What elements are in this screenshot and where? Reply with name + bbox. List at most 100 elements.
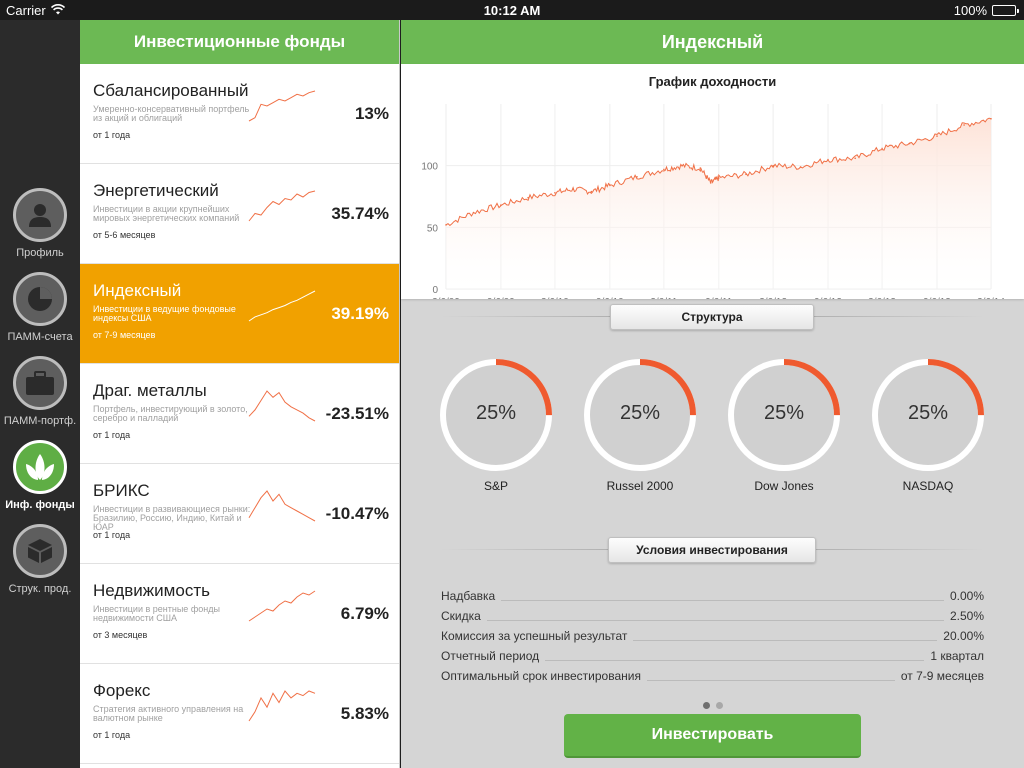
allocation-name: Russel 2000 (606, 479, 674, 493)
fund-term: от 7-9 месяцев (93, 330, 156, 340)
fund-sparkline (248, 690, 316, 722)
condition-row: Оптимальный срок инвестирования от 7-9 ме… (441, 666, 984, 686)
fund-item[interactable]: БРИКС Инвестиции в развивающиеся рынки: Б… (80, 464, 399, 564)
conditions-label: Условия инвестирования (608, 537, 816, 563)
clock: 10:12 AM (483, 3, 541, 18)
x-tick-label: 3/6/10 (541, 297, 569, 299)
yield-point (590, 190, 593, 193)
allocation-value: 25% (475, 402, 517, 424)
allocation-value: 25% (619, 402, 661, 424)
fund-term: от 1 года (93, 130, 131, 140)
fund-name: Драг. металлы (93, 381, 207, 400)
condition-row: Скидка 2.50% (441, 606, 984, 626)
yield-point (572, 188, 574, 190)
fund-return: 5.83% (340, 704, 389, 723)
fund-description: Инвестиции в акции крупнейших мировых эн… (93, 204, 240, 223)
nav-item-investment-funds[interactable]: Инф. фонды (0, 440, 80, 524)
yield-point (609, 184, 611, 187)
leader-line (486, 620, 944, 621)
allocation-ring: 25% S&P (436, 357, 556, 493)
allocation-name: NASDAQ (902, 479, 954, 493)
condition-value: от 7-9 месяцев (900, 669, 984, 683)
page-indicator[interactable] (401, 696, 1024, 714)
sparkline-path (248, 390, 316, 422)
condition-row: Комиссия за успешный результат 20.00% (441, 626, 984, 646)
yield-point (718, 177, 720, 179)
allocation-name: S&P (483, 479, 508, 493)
fund-item[interactable]: Драг. металлы Портфель, инвестирующий в з… (80, 364, 399, 464)
yield-point (636, 176, 638, 178)
fund-name: Сбалансированный (93, 81, 249, 100)
structure-section-header: Структура (401, 304, 1024, 330)
condition-value: 2.50% (949, 609, 984, 623)
yield-point (936, 135, 938, 137)
yield-point (500, 204, 502, 206)
fund-term: от 3 месяцев (93, 630, 148, 640)
nav-item-structured-products[interactable]: Струк. прод. (0, 524, 80, 608)
sparkline-path (248, 490, 316, 522)
detail-title: Индексный (401, 20, 1024, 64)
x-tick-label: 3/6/14 (977, 297, 1005, 299)
condition-row: Отчетный период 1 квартал (441, 646, 984, 666)
fund-description: Инвестиции в развивающиеся рынки: Бразил… (93, 504, 251, 532)
fund-return: -10.47% (325, 504, 389, 523)
nav-label: ПАММ-портф. (3, 415, 77, 427)
funds-panel-title: Инвестиционные фонды (80, 20, 399, 64)
fund-item[interactable]: Форекс Стратегия активного управления на … (80, 664, 399, 764)
nav-item-pamm-portfolios[interactable]: ПАММ-портф. (0, 356, 80, 440)
condition-value: 20.00% (943, 629, 984, 643)
carrier-label: Carrier (6, 3, 46, 18)
fund-item[interactable]: Недвижимость Инвестиции в рентные фонды н… (80, 564, 399, 664)
x-tick-label: 3/6/12 (759, 297, 787, 299)
fund-return: 39.19% (331, 304, 389, 323)
blocks-icon (13, 524, 67, 578)
fund-return: 13% (354, 104, 389, 123)
chart-title: График доходности (648, 74, 777, 89)
leader-line (646, 680, 895, 681)
yield-point (908, 142, 911, 145)
allocation-name: Dow Jones (754, 479, 814, 493)
fund-description: Стратегия активного управления на валютн… (93, 704, 244, 723)
allocation-value: 25% (763, 402, 805, 424)
leader-line (501, 600, 944, 601)
yield-point (772, 164, 774, 167)
x-tick-label: 9/6/13 (923, 297, 951, 299)
yield-point (827, 158, 829, 161)
fund-detail-panel: Индексный График доходности 3/6/09 9/6/09… (401, 20, 1024, 768)
ring-graphic (872, 359, 984, 471)
fund-item[interactable]: Индексный Инвестиции в ведущие фондовые и… (80, 264, 399, 364)
funds-list: Сбалансированный Умеренно-консервативный … (80, 64, 399, 764)
fund-item[interactable]: Энергетический Инвестиции в акции крупней… (80, 164, 399, 264)
yield-point (881, 147, 883, 150)
condition-label: Отчетный период (441, 649, 540, 663)
yield-point (854, 157, 856, 160)
invest-button[interactable]: Инвестировать (564, 714, 861, 758)
yield-line (445, 117, 992, 227)
yield-point (799, 166, 802, 168)
fund-term: от 1 года (93, 730, 131, 740)
x-tick-label: 9/6/09 (487, 297, 515, 299)
yield-chart: График доходности 3/6/09 9/6/09 3/6/10 9/6/… (401, 64, 1024, 299)
wifi-icon (50, 3, 65, 18)
page-dot-2[interactable] (715, 702, 723, 709)
sparkline-path (248, 690, 316, 722)
sparkline-path (248, 590, 316, 622)
nav-item-pamm-accounts[interactable]: ПАММ-счета (0, 272, 80, 356)
nav-item-profile[interactable]: Профиль (0, 188, 80, 272)
fund-name: Недвижимость (93, 581, 210, 600)
allocation-ring: 25% Russel 2000 (580, 357, 700, 493)
leaves-icon (13, 440, 67, 494)
condition-label: Надбавка (441, 589, 496, 603)
condition-label: Скидка (441, 609, 481, 623)
allocation-ring: 25% Dow Jones (724, 357, 844, 493)
yield-point (963, 124, 965, 126)
fund-name: Энергетический (93, 181, 219, 200)
fund-description: Инвестиции в рентные фонды недвижимости … (93, 604, 220, 623)
page-dot-1[interactable] (702, 702, 710, 709)
fund-item[interactable]: Сбалансированный Умеренно-консервативный … (80, 64, 399, 164)
fund-sparkline (248, 90, 316, 122)
funds-list-panel: Инвестиционные фонды Сбалансированный Уме… (80, 20, 400, 768)
x-tick-label: 3/6/09 (432, 297, 460, 299)
nav-label: Струк. прод. (8, 583, 72, 595)
condition-value: 1 квартал (930, 649, 984, 663)
